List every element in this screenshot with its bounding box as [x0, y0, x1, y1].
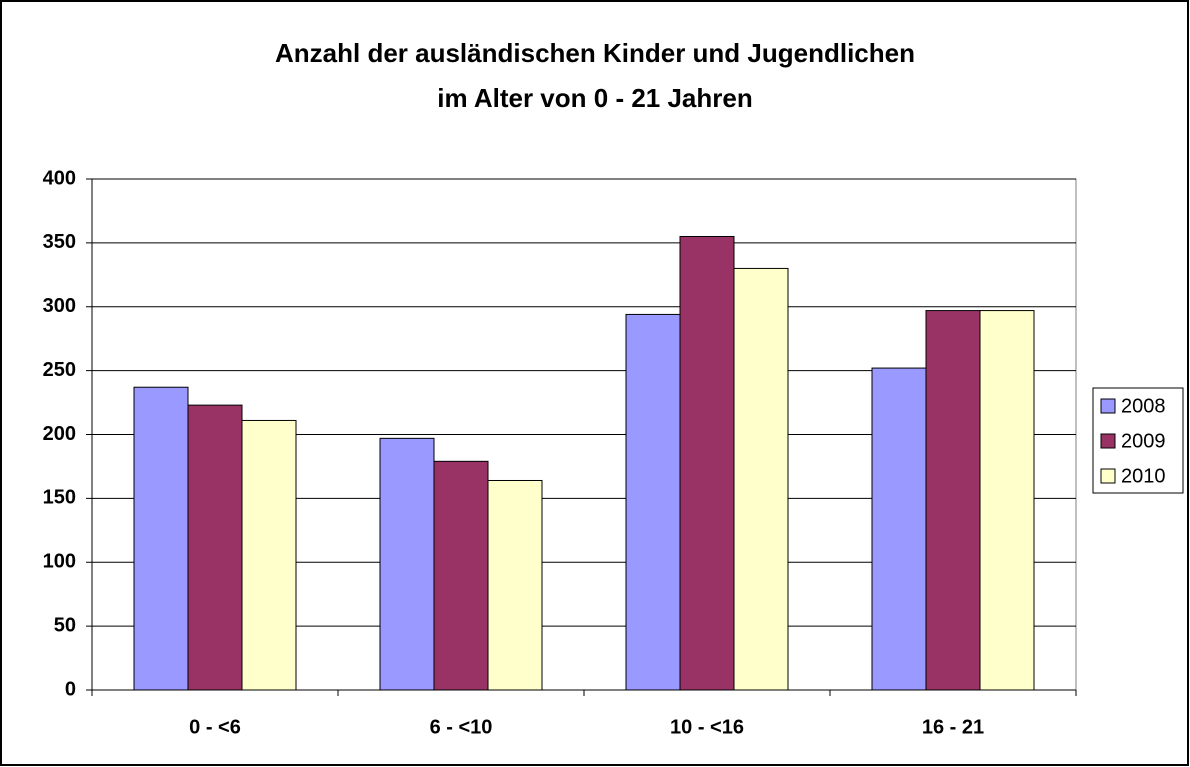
bar [133, 386, 189, 691]
legend-swatch [1100, 398, 1116, 414]
bar [979, 310, 1035, 691]
x-tick-label: 0 - <6 [189, 716, 241, 738]
bar [433, 460, 489, 691]
y-tick-label: 200 [43, 423, 76, 445]
y-tick-label: 50 [54, 614, 76, 636]
legend-label: 2008 [1121, 395, 1166, 417]
bar [187, 404, 243, 691]
y-tick-label: 0 [65, 678, 76, 700]
bar [871, 367, 927, 691]
bar [379, 437, 435, 691]
bar [625, 313, 681, 691]
chart-title: im Alter von 0 - 21 Jahren [437, 83, 752, 113]
x-tick-label: 6 - <10 [430, 716, 493, 738]
legend-swatch [1100, 433, 1116, 449]
bar [733, 267, 789, 691]
legend-label: 2010 [1121, 465, 1166, 487]
legend-label: 2009 [1121, 430, 1166, 452]
x-tick-label: 10 - <16 [670, 716, 744, 738]
y-tick-label: 100 [43, 551, 76, 573]
y-tick-label: 150 [43, 487, 76, 509]
x-tick-label: 16 - 21 [922, 716, 984, 738]
y-tick-label: 400 [43, 167, 76, 189]
bar [241, 419, 297, 691]
y-tick-label: 300 [43, 295, 76, 317]
y-tick-label: 250 [43, 359, 76, 381]
bar [925, 310, 981, 691]
y-tick-label: 350 [43, 231, 76, 253]
bar [487, 479, 543, 691]
legend-swatch [1100, 468, 1116, 484]
bar [679, 235, 735, 691]
chart-title: Anzahl der ausländischen Kinder und Juge… [275, 38, 915, 68]
